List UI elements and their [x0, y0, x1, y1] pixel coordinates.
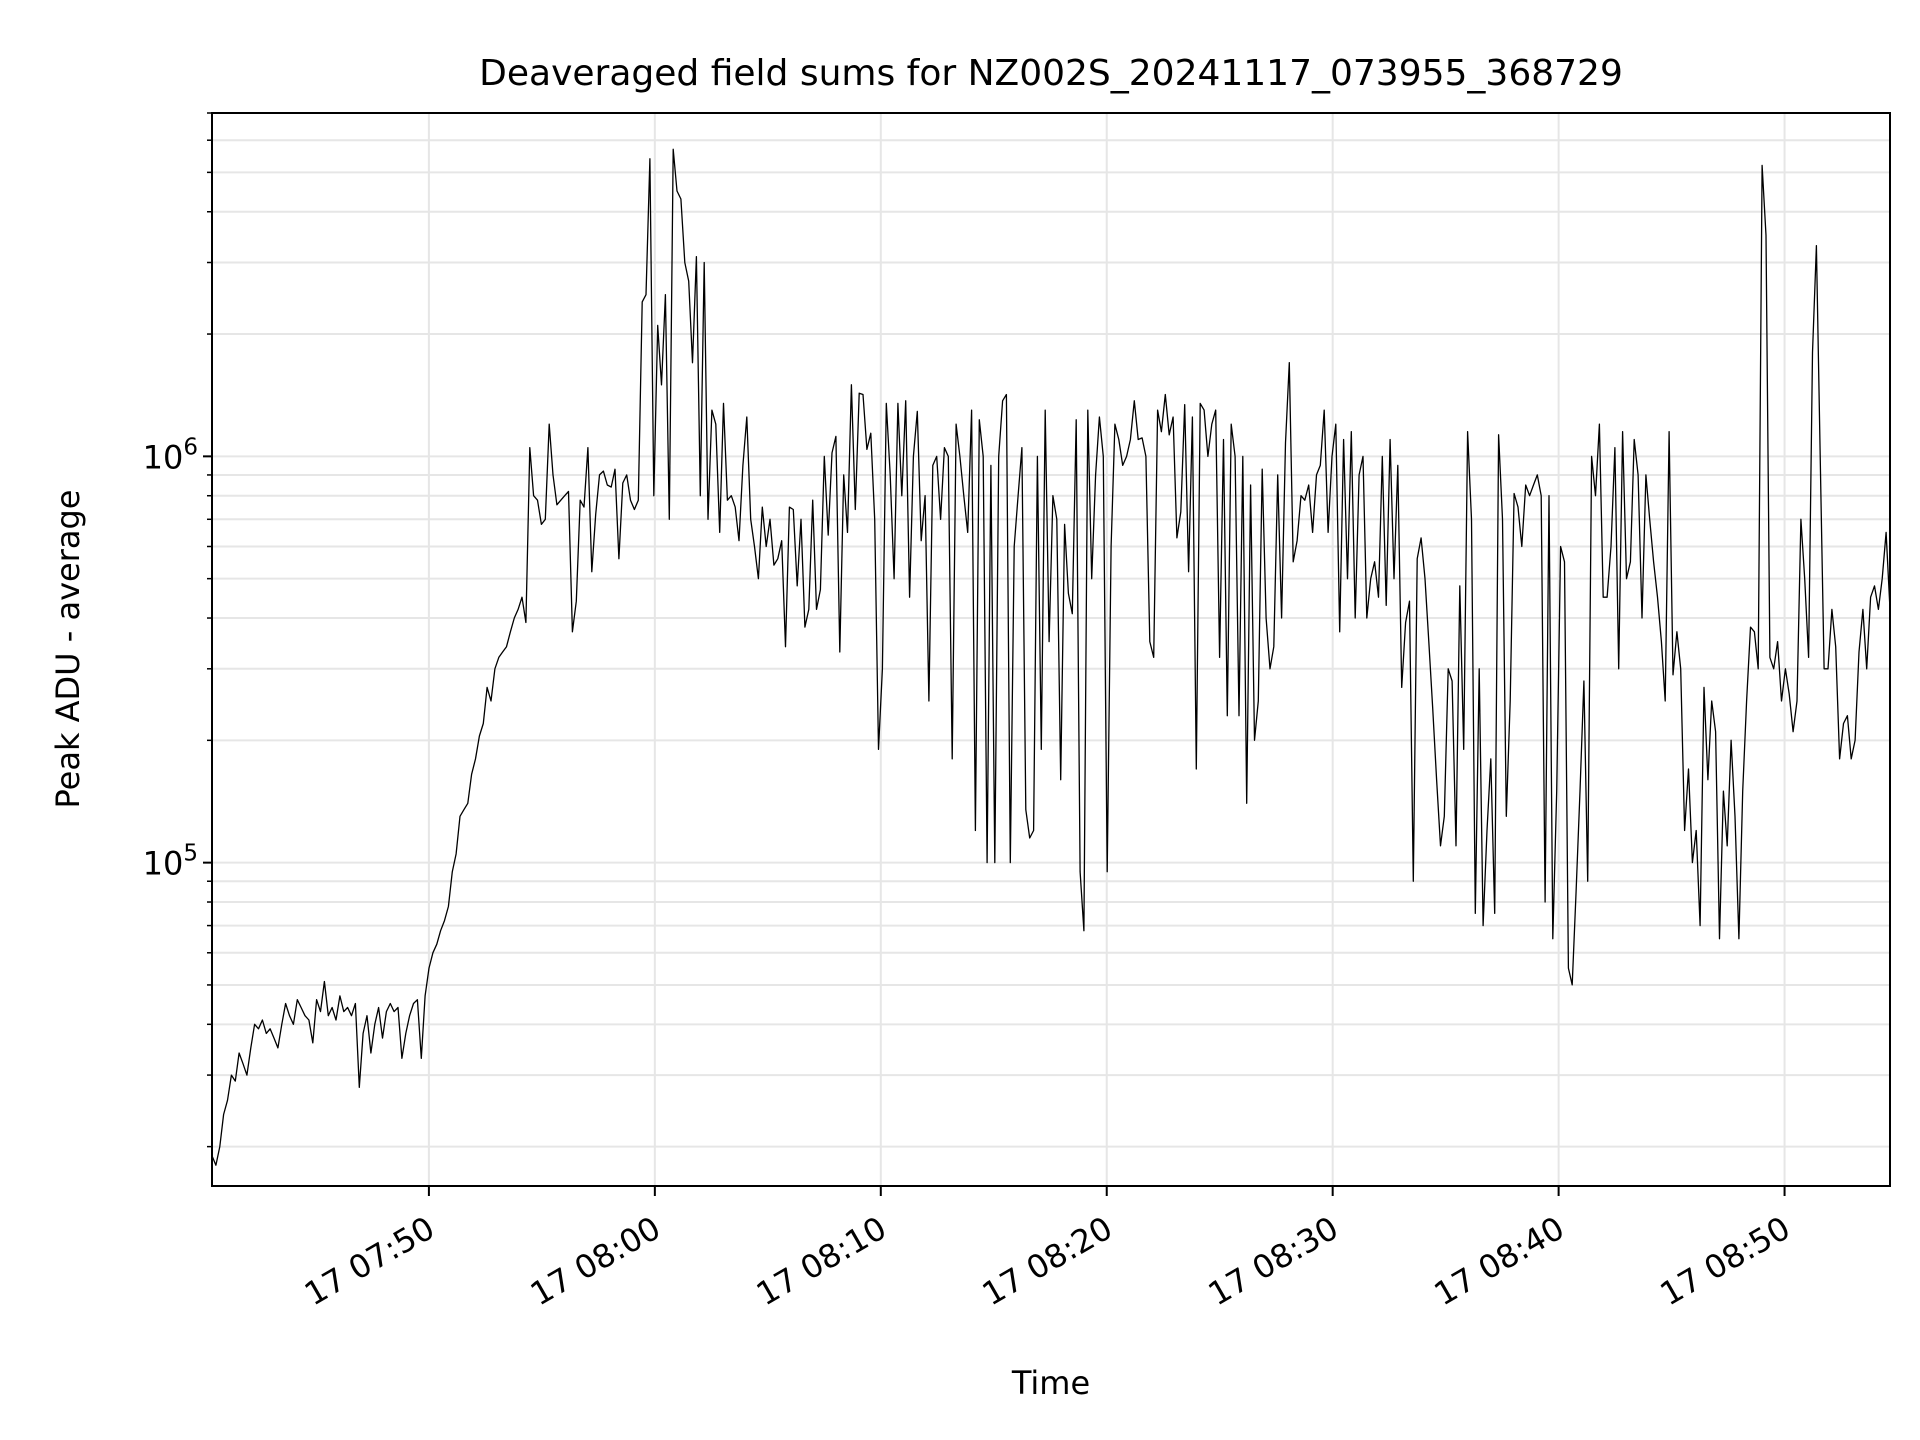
grid-lines — [212, 112, 1890, 1186]
x-tick-label: 17 08:10 — [750, 1209, 893, 1313]
y-axis-label: Peak ADU - average — [49, 490, 87, 809]
y-tick-base: 10 — [143, 845, 184, 883]
x-tick-label: 17 08:30 — [1202, 1209, 1345, 1313]
series-layer — [211, 148, 1891, 1166]
chart-title: Deaveraged field sums for NZ002S_2024111… — [479, 53, 1623, 94]
series-line — [211, 148, 1891, 1166]
x-tick-label: 17 07:50 — [298, 1209, 441, 1313]
y-tick-label: 106 — [143, 434, 198, 476]
x-tick-label: 17 08:50 — [1654, 1209, 1797, 1313]
y-tick-exponent: 5 — [183, 841, 198, 867]
y-tick-exponent: 6 — [183, 434, 198, 460]
x-tick-label: 17 08:00 — [524, 1209, 667, 1313]
y-tick-base: 10 — [143, 438, 184, 476]
x-tick-label: 17 08:40 — [1428, 1209, 1571, 1313]
x-axis-label: Time — [1011, 1364, 1090, 1402]
y-tick-label: 105 — [143, 841, 198, 883]
x-tick-label: 17 08:20 — [976, 1209, 1119, 1313]
plot-frame — [211, 112, 1891, 1187]
